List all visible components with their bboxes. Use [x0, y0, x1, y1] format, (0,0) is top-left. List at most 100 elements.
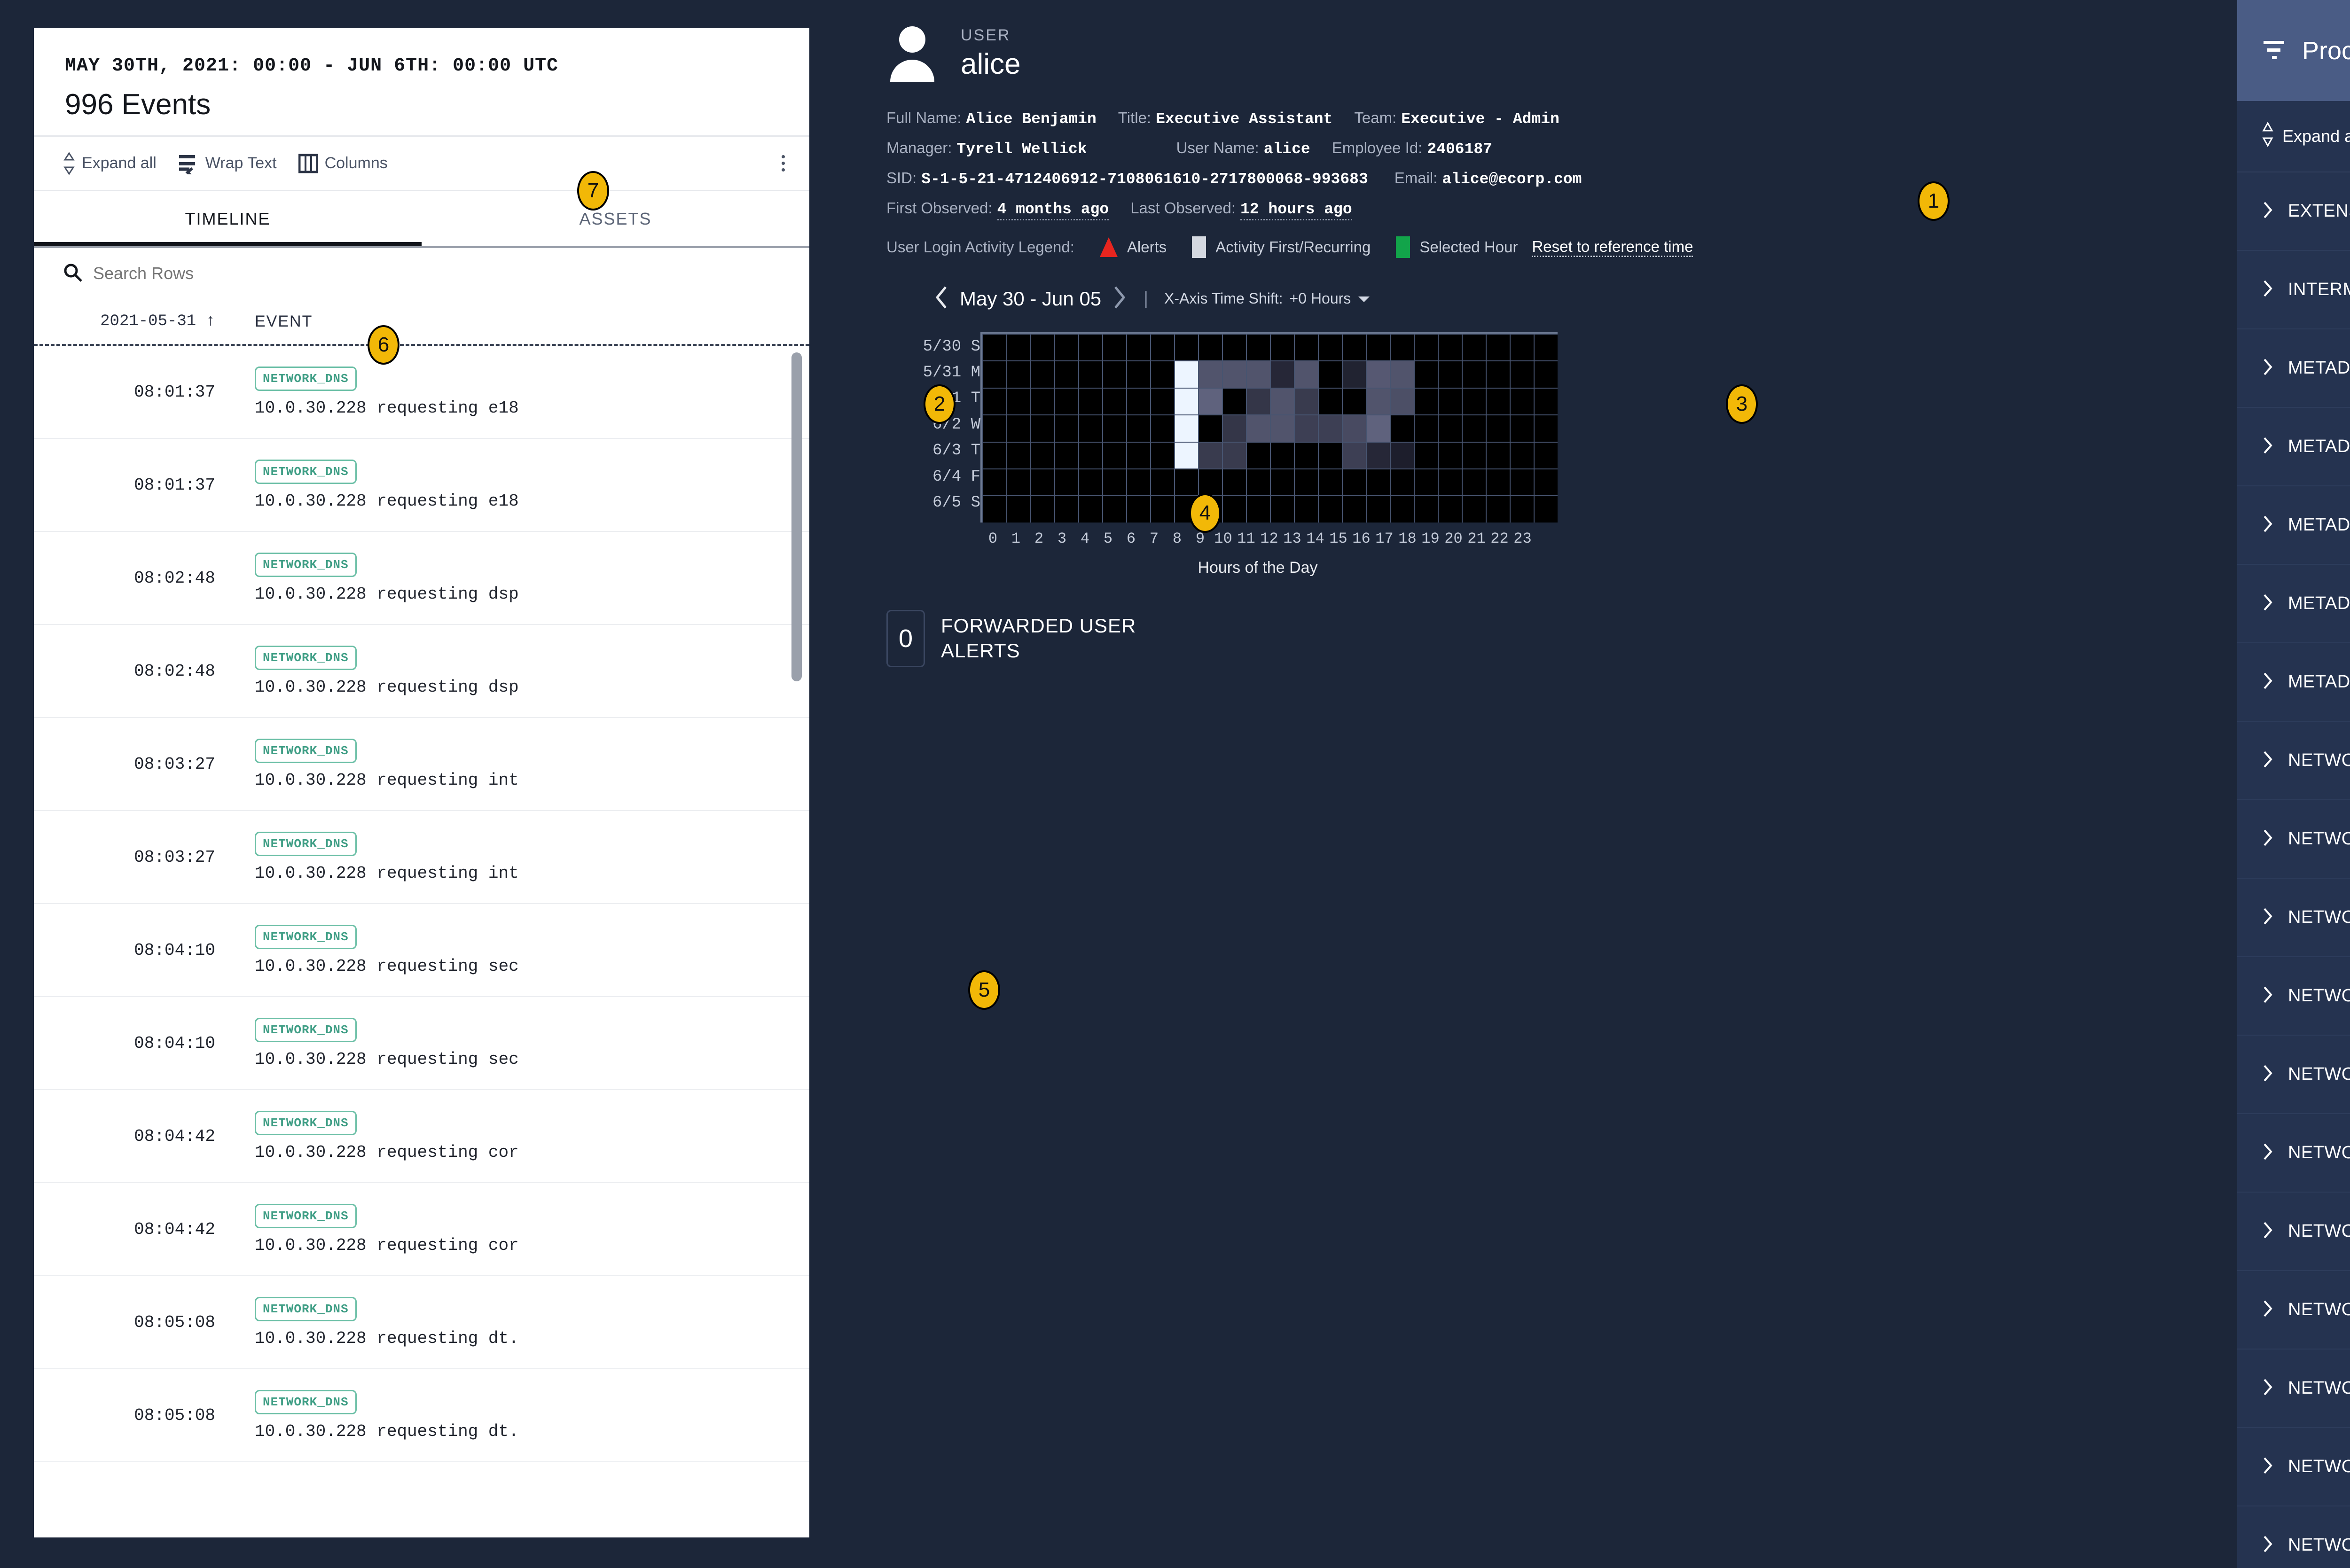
heatmap-cell[interactable]: [1223, 361, 1246, 388]
heatmap-cell[interactable]: [1295, 496, 1318, 523]
table-row[interactable]: 08:03:27 NETWORK_DNS 10.0.30.228 requestin…: [34, 718, 809, 811]
filter-expand-all-button[interactable]: Expand all: [2262, 121, 2350, 152]
heatmap-cell[interactable]: [1151, 361, 1174, 388]
heatmap-cell[interactable]: [1223, 415, 1246, 442]
search-rows-input[interactable]: [93, 264, 328, 283]
heatmap-cell[interactable]: [1343, 415, 1366, 442]
filter-field-item[interactable]: NETWORK.DNS.ANSWERS.DATA: [2237, 800, 2350, 879]
heatmap-cell[interactable]: [1535, 469, 1558, 496]
column-header-time[interactable]: 2021-05-31 ↑: [100, 312, 215, 330]
heatmap-cell[interactable]: [1199, 442, 1222, 468]
heatmap-cell[interactable]: [1031, 388, 1054, 415]
heatmap-cell[interactable]: [1175, 335, 1198, 361]
heatmap-cell[interactable]: [1247, 361, 1270, 388]
chevron-right-icon[interactable]: [1112, 285, 1128, 312]
heatmap-cell[interactable]: [1007, 361, 1030, 388]
heatmap-cell[interactable]: [1127, 361, 1150, 388]
heatmap-cell[interactable]: [1055, 388, 1078, 415]
heatmap-cell[interactable]: [1151, 442, 1174, 468]
column-header-event[interactable]: EVENT: [255, 312, 313, 330]
heatmap-cell[interactable]: [1391, 496, 1414, 523]
heatmap-cell[interactable]: [1463, 335, 1486, 361]
heatmap-cell[interactable]: [1271, 388, 1294, 415]
heatmap-cell[interactable]: [1103, 388, 1126, 415]
more-options-icon[interactable]: [782, 155, 785, 172]
heatmap-cell[interactable]: [1391, 361, 1414, 388]
heatmap-cell[interactable]: [1151, 388, 1174, 415]
filter-field-item[interactable]: METADATA.PRODUCT_NAME: [2237, 565, 2350, 643]
heatmap-cell[interactable]: [1055, 496, 1078, 523]
heatmap-cell[interactable]: [1031, 442, 1054, 468]
heatmap-cell[interactable]: [1055, 361, 1078, 388]
heatmap-cell[interactable]: [1343, 388, 1366, 415]
heatmap-cell[interactable]: [983, 388, 1006, 415]
heatmap-cell[interactable]: [1175, 361, 1198, 388]
heatmap-cell[interactable]: [1535, 415, 1558, 442]
heatmap-cell[interactable]: [1343, 469, 1366, 496]
wrap-text-button[interactable]: Wrap Text: [178, 153, 277, 174]
heatmap-cell[interactable]: [1103, 415, 1126, 442]
heatmap-cell[interactable]: [1175, 415, 1198, 442]
heatmap-cell[interactable]: [1367, 335, 1390, 361]
heatmap-cell[interactable]: [1199, 415, 1222, 442]
heatmap-cell[interactable]: [1127, 415, 1150, 442]
filter-field-item[interactable]: METADATA.PRODUCT_LOG_ID: [2237, 486, 2350, 565]
filter-field-item[interactable]: EXTENSIONS.AUTH.TYPE: [2237, 172, 2350, 251]
expand-all-button[interactable]: Expand all: [63, 151, 157, 176]
heatmap-cell[interactable]: [1223, 496, 1246, 523]
heatmap-cell[interactable]: [983, 335, 1006, 361]
heatmap-cell[interactable]: [1463, 415, 1486, 442]
table-row[interactable]: 08:05:08 NETWORK_DNS 10.0.30.228 requestin…: [34, 1369, 809, 1462]
table-row[interactable]: 08:04:10 NETWORK_DNS 10.0.30.228 requestin…: [34, 997, 809, 1090]
heatmap-cell[interactable]: [1463, 469, 1486, 496]
heatmap-cell[interactable]: [1415, 469, 1438, 496]
heatmap-cell[interactable]: [1295, 469, 1318, 496]
heatmap-cell[interactable]: [1151, 335, 1174, 361]
heatmap-cell[interactable]: [1415, 442, 1438, 468]
heatmap-cell[interactable]: [1367, 442, 1390, 468]
heatmap-cell[interactable]: [1511, 388, 1534, 415]
heatmap-cell[interactable]: [1007, 442, 1030, 468]
heatmap-cell[interactable]: [1319, 442, 1342, 468]
heatmap-cell[interactable]: [1271, 335, 1294, 361]
table-row[interactable]: 08:01:37 NETWORK_DNS 10.0.30.228 requestin…: [34, 346, 809, 439]
heatmap-cell[interactable]: [1415, 415, 1438, 442]
filter-field-item[interactable]: METADATA.VENDOR_NAME: [2237, 643, 2350, 722]
heatmap-cell[interactable]: [1271, 361, 1294, 388]
heatmap-cell[interactable]: [1319, 361, 1342, 388]
heatmap-cell[interactable]: [1151, 496, 1174, 523]
heatmap-cell[interactable]: [1079, 469, 1102, 496]
filter-field-item[interactable]: NETWORK.APPLICATION_PROTOCOL: [2237, 722, 2350, 800]
heatmap-cell[interactable]: [1175, 388, 1198, 415]
heatmap-cell[interactable]: [983, 442, 1006, 468]
heatmap-cell[interactable]: [1127, 388, 1150, 415]
heatmap-cell[interactable]: [1079, 415, 1102, 442]
heatmap-cell[interactable]: [1151, 469, 1174, 496]
tab-assets[interactable]: ASSETS: [422, 191, 809, 246]
heatmap-cell[interactable]: [1511, 335, 1534, 361]
heatmap-cell[interactable]: [1175, 469, 1198, 496]
filter-field-item[interactable]: INTERMEDIARY.IP: [2237, 251, 2350, 329]
heatmap-cell[interactable]: [1151, 415, 1174, 442]
scrollbar-thumb[interactable]: [791, 352, 802, 681]
heatmap-cell[interactable]: [1271, 469, 1294, 496]
heatmap-cell[interactable]: [1055, 469, 1078, 496]
heatmap-cell[interactable]: [1223, 388, 1246, 415]
heatmap-cell[interactable]: [1007, 496, 1030, 523]
heatmap-cell[interactable]: [1247, 496, 1270, 523]
heatmap-cell[interactable]: [1463, 361, 1486, 388]
heatmap-cell[interactable]: [1127, 496, 1150, 523]
heatmap-cell[interactable]: [1223, 335, 1246, 361]
heatmap-cell[interactable]: [1271, 415, 1294, 442]
heatmap-cell[interactable]: [1271, 496, 1294, 523]
heatmap-cell[interactable]: [1079, 361, 1102, 388]
heatmap-cell[interactable]: [1055, 442, 1078, 468]
heatmap-cell[interactable]: [1511, 469, 1534, 496]
heatmap-cell[interactable]: [1103, 496, 1126, 523]
heatmap-cell[interactable]: [1439, 496, 1462, 523]
heatmap-cell[interactable]: [1055, 335, 1078, 361]
heatmap-cell[interactable]: [1367, 388, 1390, 415]
heatmap-cell[interactable]: [1487, 388, 1510, 415]
heatmap-cell[interactable]: [1319, 388, 1342, 415]
heatmap-cell[interactable]: [1199, 335, 1222, 361]
